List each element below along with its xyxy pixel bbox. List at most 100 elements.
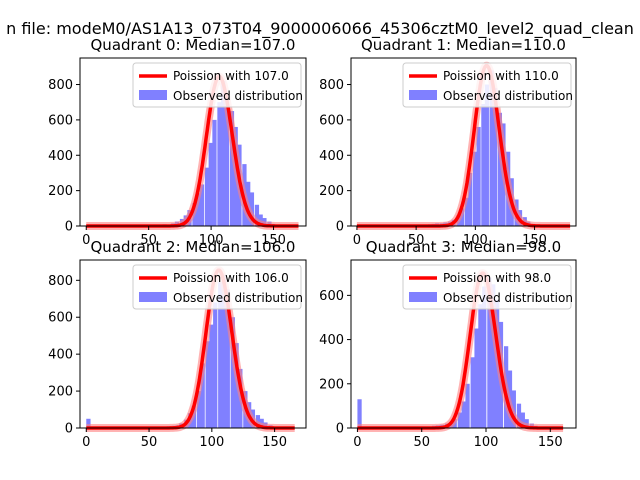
x-tick-label: 100: [199, 233, 224, 248]
histogram-bar: [209, 324, 214, 428]
legend-patch-icon: [409, 292, 437, 302]
histogram-bar: [468, 172, 473, 226]
legend-box: [132, 62, 302, 108]
y-tick-label: 400: [319, 149, 344, 164]
x-tick-label: 0: [82, 435, 90, 450]
histogram-bar: [357, 399, 362, 428]
x-tick-label: 100: [463, 233, 488, 248]
histogram-bar: [196, 193, 201, 226]
histogram-bar: [196, 391, 202, 428]
histogram-bar: [217, 102, 222, 226]
histogram-bar: [221, 274, 227, 428]
y-tick-label: 200: [319, 377, 344, 392]
y-tick-label: 0: [65, 220, 73, 235]
histogram-bar: [221, 80, 226, 226]
axes-frame: [79, 259, 307, 429]
subplot-0: 0 50 100 150 0 200 400 600 800 Quadrant 0: Median…: [48, 36, 307, 248]
histogram-bar: [199, 184, 205, 226]
x-tick-label: 50: [408, 233, 425, 248]
x-tick-label: 50: [413, 435, 430, 450]
y-tick-label: 600: [48, 113, 73, 128]
subplot-title: Quadrant 3: Median=98.0: [366, 238, 561, 256]
axes-frame: [350, 259, 577, 429]
histogram-bar: [487, 277, 492, 428]
x-tick-label: 0: [353, 233, 361, 248]
histogram-bar: [470, 357, 475, 428]
x-tick-label: 150: [538, 435, 563, 450]
histogram-bar: [491, 284, 496, 428]
histogram-bar: [478, 304, 483, 428]
x-tick-label: 150: [262, 435, 287, 450]
histogram-bar: [457, 412, 462, 428]
histogram-bar: [224, 95, 230, 226]
histogram-bar: [229, 111, 235, 226]
y-tick-label: 200: [48, 385, 73, 400]
subplot-title: Quadrant 1: Median=110.0: [361, 36, 566, 54]
legend-label-observed: Observed distribution: [443, 291, 573, 305]
y-tick-label: 600: [48, 311, 73, 326]
x-tick-label: 50: [140, 233, 157, 248]
histogram-bar: [520, 412, 525, 428]
x-tick-label: 150: [261, 233, 286, 248]
y-tick-label: 0: [65, 422, 73, 437]
y-tick-label: 800: [319, 78, 344, 93]
y-tick-label: 600: [319, 289, 344, 304]
histogram-bar: [476, 126, 481, 226]
y-tick-label: 800: [48, 274, 73, 289]
y-tick-label: 600: [319, 113, 344, 128]
histogram-bar: [484, 84, 489, 227]
histogram-bar: [481, 103, 486, 226]
legend-label-observed: Observed distribution: [173, 291, 303, 305]
histogram-bar: [225, 289, 230, 428]
y-tick-label: 0: [336, 220, 344, 235]
histogram-bar: [218, 282, 223, 428]
subplot-1: 0 50 100 150 0 200 400 600 800 Quadrant 1: Median…: [319, 36, 577, 248]
histogram-bar: [208, 142, 213, 226]
y-tick-label: 400: [319, 333, 344, 348]
histogram-bar: [472, 151, 478, 226]
histogram-bar: [465, 383, 470, 428]
histogram-bar: [205, 341, 210, 428]
legend-label-observed: Observed distribution: [173, 89, 303, 103]
x-tick-label: 150: [522, 233, 547, 248]
histogram-bar: [258, 214, 263, 226]
axes-frame: [350, 57, 577, 227]
x-tick-label: 100: [199, 435, 224, 450]
figure-suptitle: n file: modeM0/AS1A13_073T04_9000006066_…: [6, 19, 634, 39]
histogram-bar: [474, 328, 479, 428]
x-tick-label: 0: [353, 435, 361, 450]
legend-label-poisson: Poission with 107.0: [173, 69, 289, 83]
histogram-bar: [86, 418, 91, 428]
axes-frame: [79, 57, 307, 227]
legend-patch-icon: [409, 90, 437, 100]
subplot-title: Quadrant 0: Median=107.0: [91, 36, 296, 54]
histogram-bar: [482, 286, 487, 428]
legend-patch-icon: [139, 90, 167, 100]
histogram-bar: [497, 112, 502, 226]
x-tick-label: 0: [82, 233, 90, 248]
histogram-bar: [249, 192, 255, 226]
histogram-bar: [230, 317, 235, 428]
subplot-2: 0 50 100 150 0 200 400 600 800 Quadrant 2: Median…: [48, 238, 307, 450]
y-tick-label: 400: [48, 348, 73, 363]
histogram-bar: [516, 403, 522, 428]
subplot-title: Quadrant 2: Median=106.0: [91, 238, 296, 256]
y-tick-label: 0: [336, 422, 344, 437]
histogram-bar: [493, 88, 498, 226]
y-tick-label: 200: [319, 184, 344, 199]
legend-box: [402, 62, 572, 108]
histogram-bar: [489, 70, 494, 227]
histogram-bar: [212, 119, 217, 226]
y-tick-label: 400: [48, 149, 73, 164]
histogram-bar: [464, 197, 469, 226]
histogram-bar: [461, 401, 466, 428]
legend-box: [402, 264, 572, 310]
histogram-bar: [204, 167, 210, 226]
y-tick-label: 800: [48, 78, 73, 93]
histogram-bar: [254, 204, 260, 226]
y-tick-label: 200: [48, 184, 73, 199]
x-tick-label: 50: [141, 435, 158, 450]
subplot-3: 0 50 100 150 0 200 400 600 Quadrant 3: Median=98…: [319, 238, 577, 450]
legend-label-poisson: Poission with 110.0: [443, 69, 559, 83]
histogram-bar: [200, 363, 205, 428]
